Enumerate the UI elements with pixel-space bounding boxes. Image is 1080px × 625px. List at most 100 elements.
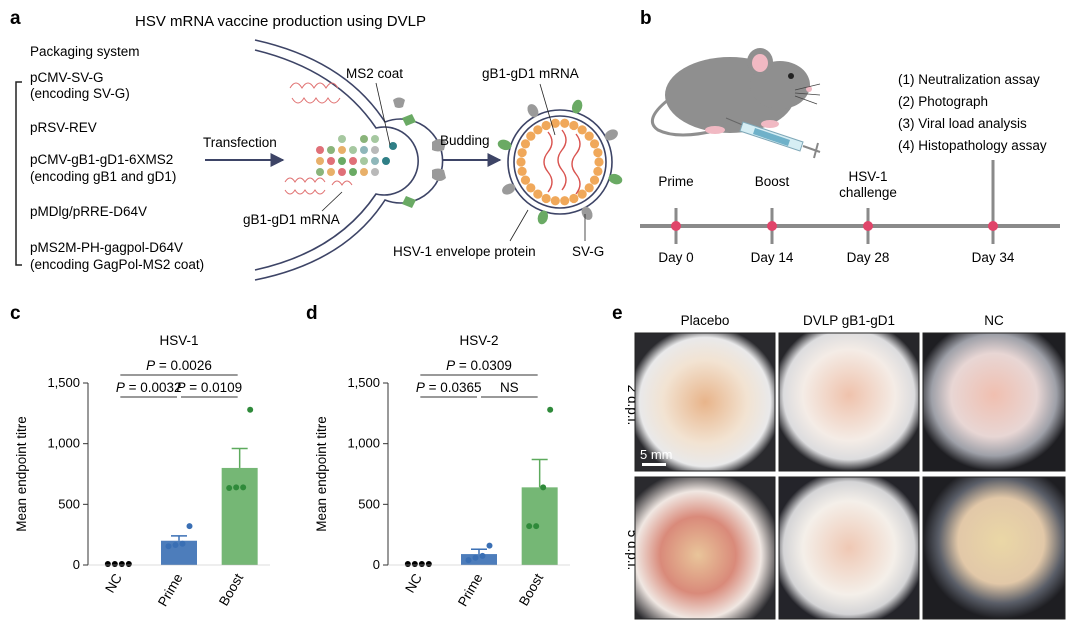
day-label-34: Day 34 [972, 250, 1015, 265]
budding-label: Budding [440, 133, 490, 148]
event-prime: Prime [658, 174, 693, 189]
p-value-label: P = 0.0365 [416, 380, 482, 395]
p-symbol: P [446, 358, 455, 373]
data-point [425, 561, 432, 567]
plasmid-5: pMS2M-PH-gagpol-D64V [30, 240, 183, 255]
vlp-capsid-bead [520, 175, 531, 185]
column-label-nc: NC [984, 313, 1004, 328]
ms2-pointer [375, 82, 391, 146]
vlp-capsid-bead [594, 157, 604, 167]
scale-bar [642, 463, 666, 466]
particle-mrna-pointer [539, 83, 556, 136]
data-point [472, 554, 479, 561]
vlp-surface-protein [537, 210, 549, 225]
vlp-capsid-bead [577, 189, 587, 199]
photo-placebo-2dpi [634, 332, 776, 472]
y-tick-label: 1,000 [347, 436, 380, 451]
plasmid-list: pCMV-SV-G (encoding SV-G) pRSV-REV pCMV-… [30, 70, 204, 272]
vlp-capsid-bead [517, 166, 527, 176]
p-value-label: P = 0.0109 [176, 380, 242, 395]
assay-1: (1) Neutralization assay [898, 72, 1040, 87]
p-value-text: = 0.0309 [455, 358, 512, 373]
y-axis-label: Mean endpoint titre [314, 416, 329, 532]
timeline-dot-day0 [671, 221, 681, 231]
chart-d: d HSV-2 Mean endpoint titre 0 500 1,000 1,500… [306, 303, 570, 609]
cell-mrna-label: gB1-gD1 mRNA [243, 212, 340, 227]
vlp-capsid-bead [541, 120, 551, 131]
timeline: Prime Boost HSV-1 challenge Day 0 Day 14… [640, 160, 1060, 265]
p-value-text: NS [500, 380, 519, 395]
vlp-capsid-bead [593, 148, 603, 158]
data-point [240, 484, 247, 491]
data-point [118, 561, 125, 567]
vlp-capsid-bead [584, 131, 594, 141]
ms2-coat-label: MS2 coat [346, 66, 403, 81]
plasmid-bracket [15, 81, 22, 266]
packaging-title: Packaging system [30, 44, 140, 59]
vlp-capsid-bead [541, 193, 551, 204]
timeline-dot-day14 [767, 221, 777, 231]
chart-c: c HSV-1 Mean endpoint titre 0 500 1,000 1,500… [10, 303, 270, 609]
assay-3: (3) Viral load analysis [898, 116, 1027, 131]
envelope-protein-label: HSV-1 envelope protein [393, 244, 536, 259]
event-challenge: HSV-1 [848, 169, 887, 184]
x-tick-label-nc: NC [102, 571, 125, 596]
y-tick-label: 1,000 [47, 436, 80, 451]
vlp-capsid-bead [569, 120, 579, 131]
photo-nc-2dpi [922, 332, 1066, 472]
plasmid-3-note: (encoding gB1 and gD1) [30, 169, 176, 184]
vlp-capsid-bead [533, 189, 543, 199]
vlp-surface-protein [571, 99, 583, 114]
x-tick-label-boost: Boost [516, 571, 546, 609]
vlp-surface-protein [604, 129, 618, 141]
vlp-capsid-bead [593, 166, 603, 176]
plasmid-3: pCMV-gB1-gD1-6XMS2 [30, 152, 173, 167]
p-value-label: NS [500, 380, 519, 395]
photo-nc-5dpi [922, 476, 1066, 620]
vlp-surface-protein [608, 173, 623, 185]
panel-letter-a: a [10, 8, 21, 29]
vlp-capsid-bead [533, 125, 543, 135]
svg-label: SV-G [572, 244, 604, 259]
cell-mrna-pointer [321, 191, 343, 212]
vlp-surface-protein [527, 104, 539, 118]
assay-2: (2) Photograph [898, 94, 988, 109]
vlp-capsid-bead [560, 118, 570, 128]
p-value-label: P = 0.0026 [146, 358, 212, 373]
vlp-capsid-bead [526, 131, 536, 141]
data-point [233, 484, 240, 491]
vlp-capsid-bead [517, 148, 527, 158]
panel-letter-d: d [306, 303, 318, 324]
chart-title: HSV-1 [159, 333, 198, 348]
day-label-0: Day 0 [658, 250, 693, 265]
vlp-capsid-bead [577, 125, 587, 135]
data-point [186, 523, 193, 530]
data-point [418, 561, 425, 567]
data-point [179, 540, 186, 547]
x-tick-label-prime: Prime [455, 571, 486, 609]
photo-dvlp-2dpi [778, 332, 920, 472]
p-value-text: = 0.0026 [155, 358, 212, 373]
panel-letter-e: e [612, 303, 623, 324]
data-point [526, 523, 533, 530]
chart-title: HSV-2 [459, 333, 498, 348]
panel-a-figure: a HSV mRNA vaccine production using DVLP… [10, 8, 623, 281]
day-label-28: Day 28 [847, 250, 890, 265]
y-tick-label: 500 [358, 496, 380, 511]
data-point [247, 406, 254, 413]
wound-photo-grid [634, 332, 1066, 620]
p-value-label: P = 0.0032 [116, 380, 182, 395]
column-label-dvlp: DVLP gB1-gD1 [803, 313, 895, 328]
x-tick-label-nc: NC [402, 571, 425, 596]
panel-letter-b: b [640, 8, 652, 29]
y-tick-label: 500 [58, 496, 80, 511]
data-point [486, 542, 493, 549]
vlp-capsid-bead [526, 183, 536, 193]
day-label-14: Day 14 [751, 250, 794, 265]
vlp-surface-protein [581, 206, 593, 220]
data-point [465, 557, 472, 564]
plasmid-1: pCMV-SV-G [30, 70, 104, 85]
y-tick-label: 0 [373, 557, 380, 572]
data-point [111, 561, 118, 567]
scale-bar-label: 5 mm [640, 447, 673, 462]
